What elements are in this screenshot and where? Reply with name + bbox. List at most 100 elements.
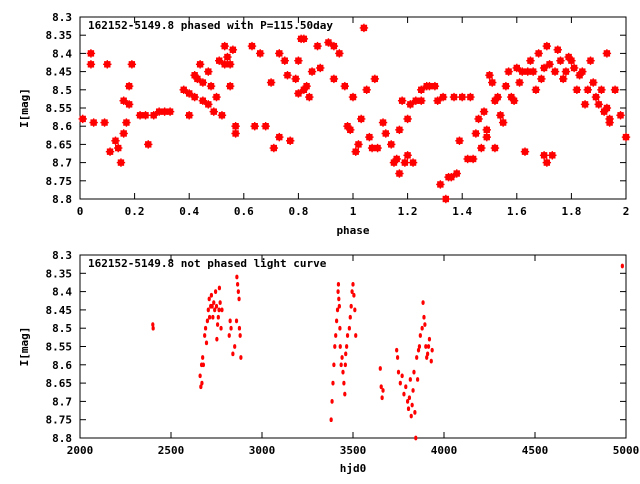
unphased-y-tick-label: 8.3: [52, 249, 72, 262]
phased-data-point: [86, 49, 96, 58]
unphased-data-point: [200, 380, 204, 386]
phased-data-point: [539, 151, 549, 160]
phased-data-point: [471, 129, 481, 138]
unphased-data-point: [332, 362, 336, 368]
phased-data-point: [468, 154, 478, 164]
unphased-data-point: [203, 325, 208, 331]
phased-data-point: [165, 107, 175, 116]
phased-data-point: [436, 180, 445, 189]
phased-x-tick-label: 1.4: [452, 205, 472, 218]
phased-data-point: [124, 100, 134, 109]
phased-data-point: [359, 23, 369, 33]
phased-data-point: [291, 74, 300, 84]
unphased-data-point: [215, 322, 220, 327]
phased-data-point: [204, 67, 213, 76]
phased-data-point: [294, 89, 303, 98]
phased-data-point: [105, 147, 115, 156]
phased-data-point: [504, 67, 513, 76]
unphased-data-point: [416, 347, 421, 353]
phased-data-point: [127, 60, 137, 69]
unphased-data-point: [334, 333, 338, 338]
phased-y-tick-label: 8.3: [52, 11, 72, 24]
phased-data-point: [373, 143, 382, 153]
unphased-data-point: [378, 366, 382, 371]
phased-data-point: [378, 118, 388, 127]
phased-data-point: [602, 103, 612, 113]
phased-data-point: [589, 78, 598, 87]
phased-data-point: [559, 74, 568, 84]
phased-data-point: [539, 63, 549, 73]
unphased-y-tick-label: 8.6: [52, 359, 72, 372]
phased-data-point: [223, 52, 232, 62]
phased-data-point: [365, 132, 374, 142]
unphased-data-point: [206, 307, 210, 313]
phased-data-point: [406, 100, 415, 109]
phased-data-point: [526, 56, 535, 65]
phased-data-point: [103, 60, 112, 69]
phased-data-point: [561, 67, 571, 76]
phased-data-point: [542, 158, 552, 167]
phased-data-point: [433, 96, 442, 105]
unphased-data-point: [409, 413, 413, 419]
phased-x-tick-label: 1.2: [398, 205, 418, 218]
phased-x-tick-label: 0.6: [234, 205, 254, 218]
unphased-y-axis-label: I[mag]: [18, 327, 31, 367]
unphased-data-point: [213, 307, 217, 313]
phased-x-axis-label: phase: [336, 224, 369, 237]
phased-data-point: [387, 140, 396, 149]
phased-data-point: [567, 56, 576, 65]
phased-x-tick-label: 1.6: [507, 205, 527, 218]
phased-data-point: [583, 85, 592, 94]
phased-data-point: [455, 136, 464, 145]
phased-data-point: [305, 92, 314, 102]
phased-data-point: [356, 114, 366, 124]
phased-data-point: [225, 60, 235, 69]
phased-x-tick-label: 0.2: [125, 205, 145, 218]
phased-data-point: [269, 143, 279, 153]
phased-data-point: [149, 111, 158, 120]
unphased-data-point: [402, 391, 406, 397]
unphased-data-point: [418, 333, 422, 338]
unphased-data-point: [410, 402, 414, 408]
unphased-data-point: [336, 289, 340, 294]
phased-data-point: [403, 114, 412, 124]
phased-data-point: [417, 85, 426, 94]
phased-data-point: [261, 122, 270, 131]
unphased-y-tick-label: 8.35: [46, 267, 73, 280]
unphased-data-point: [426, 351, 430, 357]
unphased-data-point: [429, 358, 433, 364]
phased-data-point: [346, 125, 355, 135]
unphased-data-point: [207, 314, 212, 320]
phased-data-point: [403, 151, 412, 160]
phased-data-point: [605, 118, 614, 127]
unphased-x-tick-label: 4500: [522, 444, 549, 457]
unphased-data-point: [236, 289, 240, 294]
phased-data-point: [542, 41, 552, 51]
phased-y-tick-label: 8.4: [52, 47, 72, 60]
phased-data-point: [395, 125, 404, 135]
unphased-light-curve-chart: 2000 2500 3000 3500 4000 4500 5000 8.3 8.35 8.4 8.…: [18, 249, 639, 475]
unphased-data-point: [421, 300, 425, 305]
phased-data-point: [351, 147, 360, 156]
phased-y-tick-label: 8.55: [46, 102, 73, 115]
phased-data-point: [302, 81, 311, 91]
phased-chart-title: 162152-5149.8 phased with P=115.50day: [88, 19, 333, 32]
phased-data-point: [534, 49, 543, 58]
phased-x-tick-label: 1.8: [561, 205, 581, 218]
phased-data-point: [447, 172, 456, 182]
unphased-data-point: [329, 417, 333, 423]
unphased-x-tick-label: 3500: [340, 444, 367, 457]
phased-y-axis-label: I[mag]: [18, 88, 31, 128]
phased-data-point: [449, 92, 459, 102]
phased-data-point: [299, 34, 309, 44]
unphased-x-axis-label: hjd0: [340, 462, 367, 475]
phased-x-tick-label: 0.8: [288, 205, 308, 218]
phased-data-point: [111, 136, 120, 145]
phased-data-point: [144, 140, 153, 149]
unphased-data-point: [198, 373, 202, 379]
unphased-data-point: [379, 384, 383, 390]
phased-data-point: [247, 41, 257, 51]
phased-data-point: [430, 81, 440, 91]
unphased-data-point: [237, 325, 242, 331]
